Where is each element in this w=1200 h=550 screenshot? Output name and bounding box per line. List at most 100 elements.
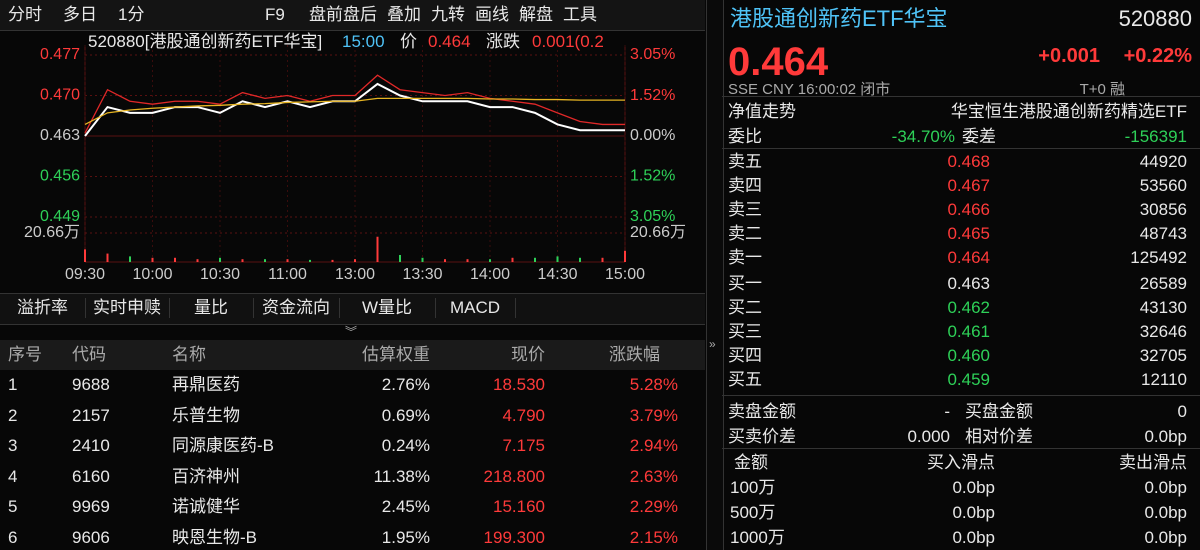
slip-buy: 0.0bp bbox=[952, 528, 995, 547]
y2-tick-label: 3.05% bbox=[630, 208, 675, 225]
volume-tick-label-right: 20.66万 bbox=[630, 224, 686, 241]
table-header: 估算权重 bbox=[362, 345, 430, 364]
toolbar-button[interactable]: 九转 bbox=[431, 5, 465, 24]
volume-bar bbox=[534, 257, 536, 262]
tab[interactable]: W量比 bbox=[339, 298, 436, 318]
slip-sell: 0.0bp bbox=[1144, 528, 1187, 547]
volume-bar bbox=[174, 257, 176, 262]
volume-bar bbox=[196, 259, 199, 262]
stat-value: - bbox=[944, 402, 950, 421]
table-cell: 6 bbox=[8, 527, 18, 547]
slip-header: 卖出滑点 bbox=[1119, 453, 1187, 472]
volume-bar bbox=[309, 259, 311, 262]
table-cell: 映恩生物-B bbox=[172, 527, 257, 547]
toolbar-button[interactable]: 解盘 bbox=[519, 5, 553, 24]
book-label: 卖四 bbox=[728, 176, 762, 195]
toolbar-button[interactable]: 盘前盘后 bbox=[309, 5, 377, 24]
table-cell: 2.29% bbox=[629, 497, 678, 516]
slip-buy: 0.0bp bbox=[952, 478, 995, 497]
separator bbox=[722, 96, 1200, 97]
toolbar-button[interactable]: 叠加 bbox=[387, 5, 421, 24]
stat-label: 买卖价差 bbox=[728, 427, 796, 446]
volume-bar bbox=[264, 259, 266, 262]
table-cell: 2 bbox=[8, 405, 18, 425]
tab[interactable]: 溢折率 bbox=[0, 298, 86, 318]
book-label: 买一 bbox=[728, 274, 762, 293]
table-header: 名称 bbox=[172, 345, 206, 364]
y-tick-label: 0.456 bbox=[40, 168, 80, 185]
tab[interactable]: 量比 bbox=[169, 298, 254, 318]
volume-bar bbox=[286, 259, 289, 262]
toolbar-button[interactable]: 画线 bbox=[475, 5, 509, 24]
volume-tick-label: 20.66万 bbox=[24, 224, 80, 241]
stat-value: 0.000 bbox=[907, 427, 950, 446]
toolbar-button[interactable]: F9 bbox=[265, 5, 285, 24]
toolbar-button[interactable]: 多日 bbox=[63, 5, 97, 24]
fund-name: 华宝恒生港股通创新药精选ETF bbox=[950, 102, 1187, 121]
toolbar-button[interactable]: 工具 bbox=[563, 5, 597, 24]
volume-bar bbox=[241, 259, 244, 262]
quote-title: 港股通创新药ETF华宝 bbox=[730, 6, 948, 31]
volume-bar bbox=[556, 256, 559, 262]
table-cell: 5.28% bbox=[629, 375, 678, 394]
y-tick-label: 0.470 bbox=[40, 87, 80, 104]
table-header: 序号 bbox=[8, 345, 42, 364]
toolbar-button[interactable]: 1分 bbox=[118, 5, 145, 24]
volume-bar bbox=[421, 257, 424, 262]
table-cell: 11.38% bbox=[373, 466, 430, 486]
collapse-arrow[interactable]: » bbox=[709, 337, 716, 351]
volume-bar bbox=[601, 257, 604, 262]
y-tick-label: 0.463 bbox=[40, 127, 80, 144]
tab[interactable]: 资金流向 bbox=[253, 298, 340, 318]
book-price: 0.468 bbox=[947, 152, 990, 171]
quote-pct: +0.22% bbox=[1123, 45, 1192, 67]
volume-bar bbox=[106, 253, 109, 262]
slip-amount: 100万 bbox=[730, 478, 776, 497]
chart: 0.477 0.470 0.463 0.456 0.449 3.05% 1.52% 0.00%… bbox=[24, 45, 686, 283]
y2-tick-label: 3.05% bbox=[630, 46, 675, 63]
table-header-bg bbox=[0, 340, 705, 370]
price-line bbox=[84, 74, 625, 134]
table-cell: 218.800 bbox=[483, 466, 545, 486]
table-cell: 4.790 bbox=[502, 405, 545, 425]
volume-bar bbox=[331, 259, 334, 262]
separator bbox=[722, 448, 1200, 449]
slip-sell: 0.0bp bbox=[1144, 478, 1187, 497]
slip-sell: 0.0bp bbox=[1144, 503, 1187, 522]
book-volume: 44920 bbox=[1139, 152, 1187, 171]
expand-arrow[interactable]: ︾ bbox=[345, 325, 358, 339]
volume-bar bbox=[579, 257, 581, 262]
book-price: 0.461 bbox=[947, 322, 990, 341]
table-cell: 7.175 bbox=[502, 436, 545, 455]
quote-price: 0.464 bbox=[728, 40, 829, 84]
stat-label: 买盘金额 bbox=[965, 402, 1033, 421]
chart-header-change: 0.001(0.2 bbox=[532, 32, 604, 51]
nav-link[interactable]: 净值走势 bbox=[728, 102, 796, 121]
volume-bar bbox=[376, 236, 379, 262]
table-cell: 再鼎医药 bbox=[172, 375, 240, 394]
table-cell: 9688 bbox=[72, 375, 110, 394]
table-cell: 3 bbox=[8, 436, 18, 455]
ratio-label: 委比 bbox=[728, 127, 762, 146]
book-volume: 30856 bbox=[1139, 200, 1187, 219]
chart-header-name: 520880[港股通创新药ETF华宝] bbox=[88, 32, 323, 51]
quote-info: SSE CNY 16:00:02 闭市 bbox=[728, 81, 891, 98]
toolbar-button[interactable]: 分时 bbox=[8, 5, 42, 24]
table-cell: 18.530 bbox=[493, 375, 545, 394]
y2-tick-label: 1.52% bbox=[630, 168, 675, 185]
volume-bar bbox=[489, 259, 491, 262]
book-label: 卖二 bbox=[728, 224, 762, 243]
chart-header-price: 0.464 bbox=[428, 32, 471, 51]
separator bbox=[722, 148, 1200, 149]
book-label: 买四 bbox=[728, 346, 762, 365]
x-tick-label: 09:30 bbox=[65, 266, 105, 283]
x-tick-label: 13:30 bbox=[402, 266, 442, 283]
slip-header: 金额 bbox=[734, 453, 768, 472]
tab[interactable]: 实时申赎 bbox=[85, 298, 170, 318]
book-volume: 53560 bbox=[1139, 176, 1187, 195]
book-label: 买三 bbox=[728, 322, 762, 341]
diff: -156391 bbox=[1124, 127, 1187, 146]
tab[interactable]: MACD bbox=[435, 298, 516, 318]
separator bbox=[722, 395, 1200, 396]
